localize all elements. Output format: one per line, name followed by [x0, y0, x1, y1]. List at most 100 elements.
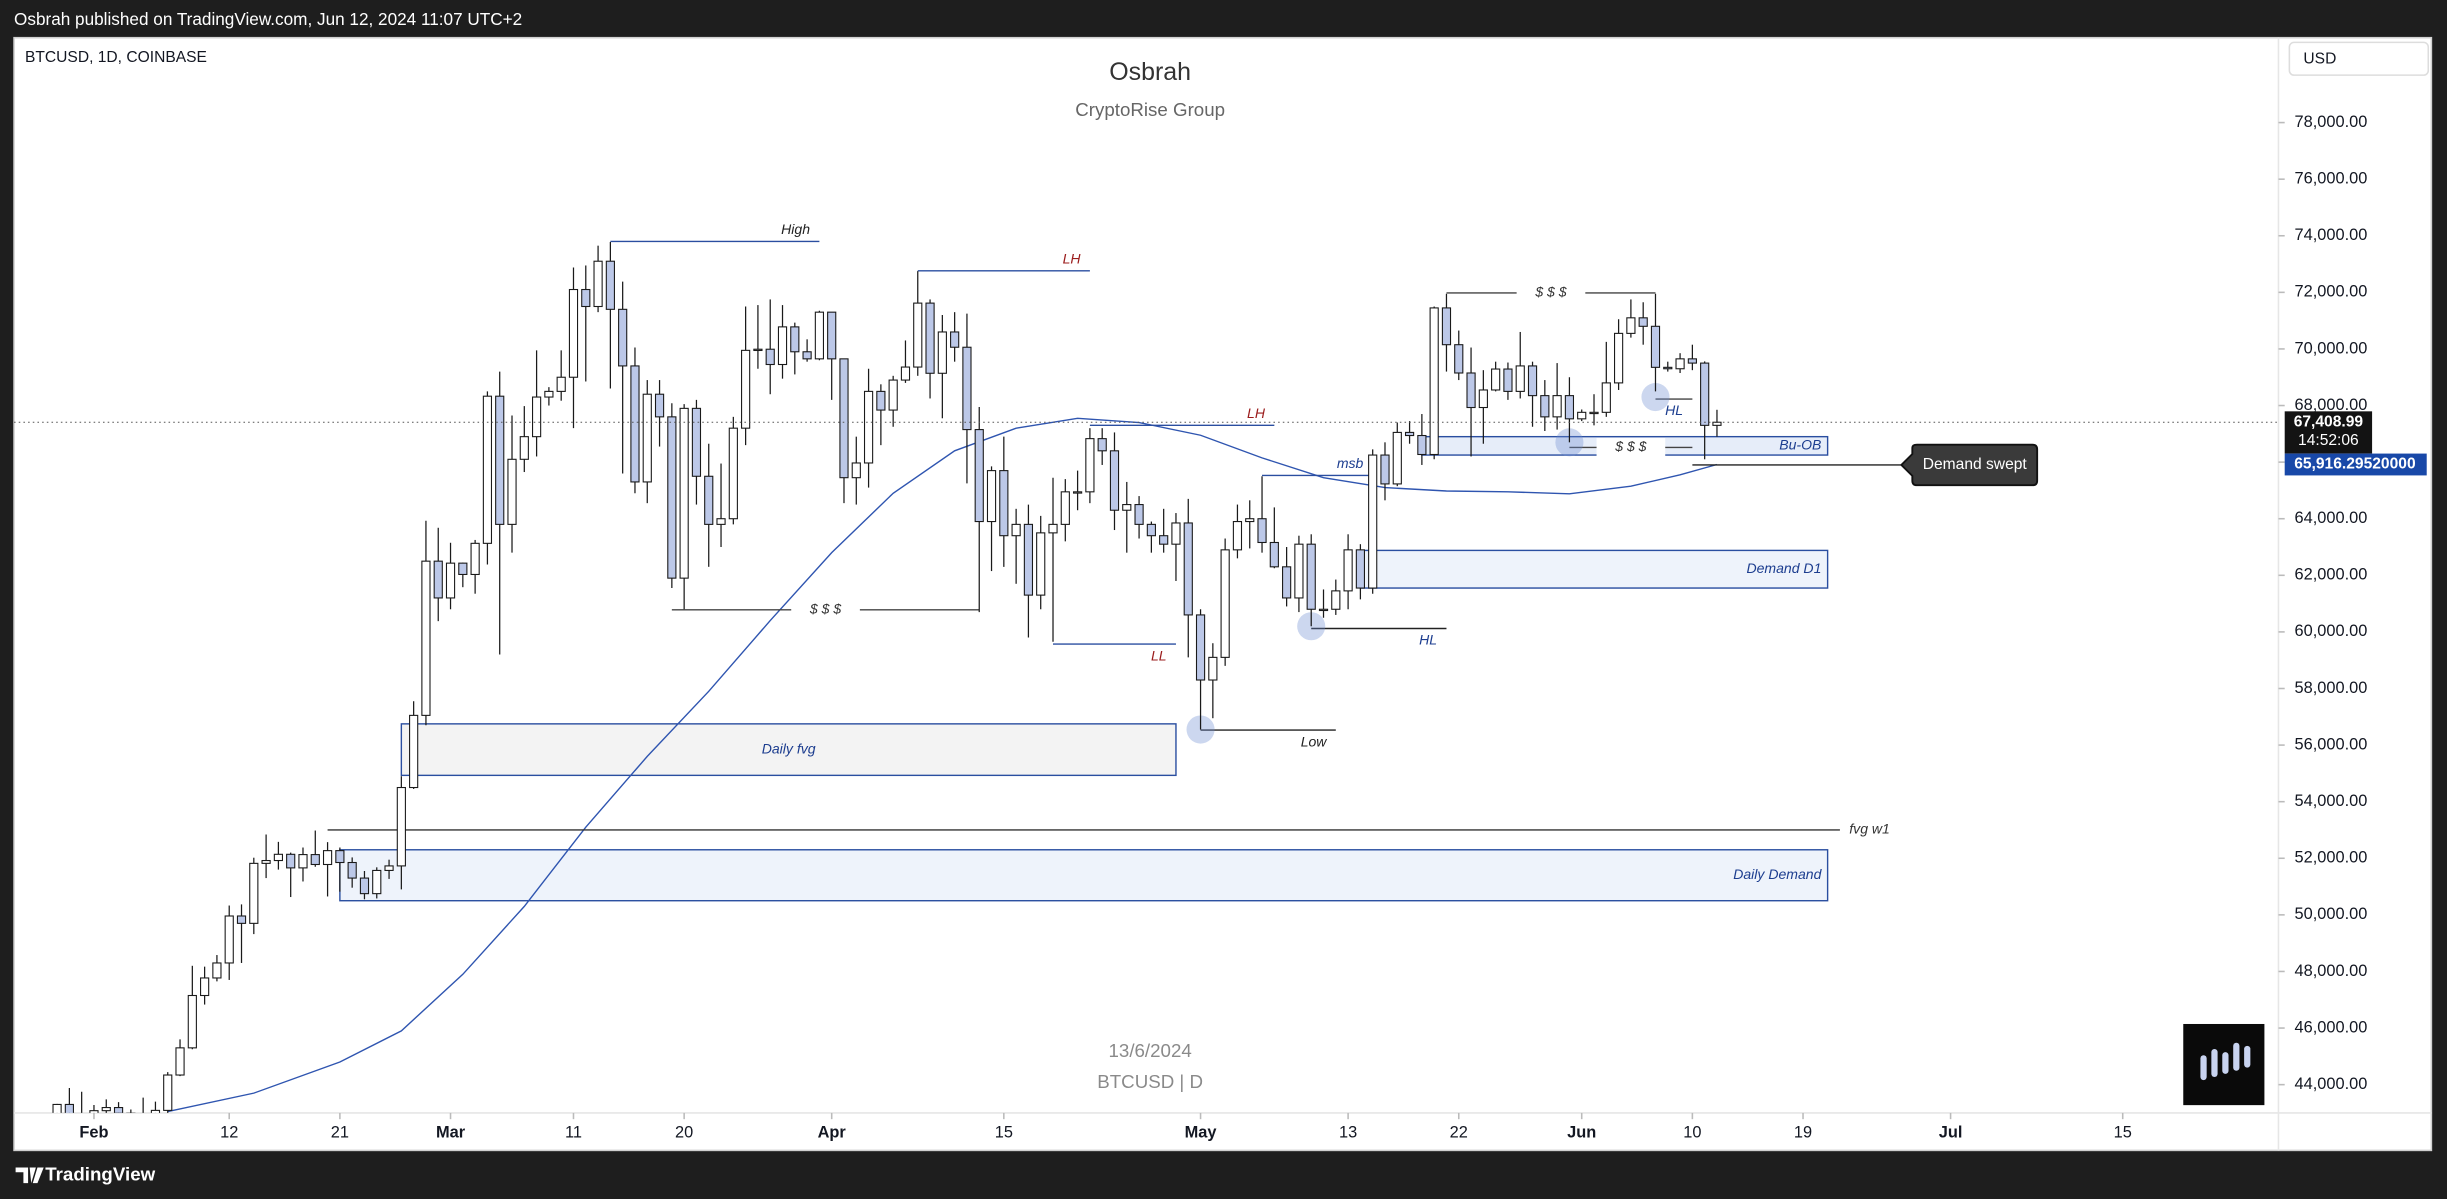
candle-body — [1036, 532, 1046, 596]
logo-bar — [2233, 1042, 2240, 1071]
y-tick-label: 76,000.00 — [2295, 169, 2368, 187]
candle-body — [359, 877, 370, 895]
chart-subtitle: CryptoRise Group — [1075, 99, 1225, 120]
zone — [339, 849, 1829, 902]
watermark-symbol: BTCUSD | D — [1097, 1071, 1203, 1092]
candle-body — [421, 560, 431, 716]
candle-body — [1355, 549, 1366, 589]
candle-body — [396, 786, 406, 867]
candle-body — [642, 393, 652, 483]
x-tick-label: 15 — [995, 1124, 1013, 1142]
zone-label: Bu-OB — [1779, 437, 1821, 453]
candle-body — [1011, 523, 1021, 537]
candle-body — [630, 365, 640, 483]
x-tick-label: May — [1185, 1124, 1218, 1142]
candle-body — [445, 562, 456, 599]
currency-button[interactable] — [2288, 41, 2430, 76]
candle-body — [113, 1107, 124, 1113]
candle-body — [1577, 411, 1587, 420]
candle-body — [433, 560, 443, 599]
level-label: LL — [1151, 647, 1167, 663]
candle-body — [347, 861, 357, 879]
callout-box — [1900, 443, 2039, 487]
level-label: $ $ $ — [1534, 284, 1567, 300]
candle-body — [1195, 614, 1206, 681]
candle-body — [1245, 518, 1255, 523]
candle-body — [1306, 543, 1316, 610]
level-label: LH — [1063, 251, 1082, 267]
candle-body — [286, 853, 296, 869]
candle-body — [1023, 523, 1034, 596]
y-tick-label: 60,000.00 — [2295, 622, 2368, 640]
moving-average — [167, 417, 1718, 1113]
ma-value-label: 65,916.29520000 — [2294, 456, 2416, 473]
candle-body — [1404, 431, 1415, 437]
x-tick-label: Jun — [1567, 1124, 1596, 1142]
candle-body — [839, 358, 849, 479]
candle-body — [974, 429, 984, 523]
y-tick-label: 74,000.00 — [2295, 226, 2368, 244]
candle-body — [827, 311, 837, 360]
zone — [1359, 549, 1829, 589]
watermark-date: 13/6/2024 — [1109, 1040, 1192, 1061]
candle-body — [310, 854, 320, 866]
candle-body — [1503, 368, 1513, 392]
currency[interactable]: USD — [2303, 51, 2336, 68]
candle-body — [1589, 411, 1599, 415]
candle-body — [236, 915, 247, 924]
candle-body — [1700, 362, 1710, 426]
candle-body — [1171, 522, 1181, 545]
candle-body — [1540, 395, 1550, 418]
candle-body — [1417, 434, 1427, 456]
candle-body — [1429, 307, 1439, 456]
candle-body — [1638, 317, 1648, 327]
candle-body — [950, 331, 960, 348]
candle-body — [618, 308, 628, 367]
chart-title: Osbrah — [1109, 58, 1191, 86]
candle-body — [1527, 365, 1538, 397]
candle-body — [384, 865, 394, 871]
y-tick-label: 64,000.00 — [2295, 509, 2368, 527]
countdown: 14:52:06 — [2298, 432, 2359, 449]
logo-bar — [2244, 1045, 2251, 1068]
candle-body — [777, 326, 788, 366]
zone-label: Daily fvg — [762, 740, 816, 756]
zone-label: Daily Demand — [1733, 866, 1822, 882]
x-tick-label: Apr — [818, 1124, 847, 1142]
publish-info: Osbrah published on TradingView.com, Jun… — [14, 9, 522, 29]
x-tick-label: Mar — [436, 1124, 466, 1142]
candle-body — [200, 977, 210, 997]
candle-body — [741, 349, 751, 429]
x-tick-label: 11 — [565, 1124, 582, 1142]
candle-body — [495, 395, 505, 525]
logo-bar — [2222, 1052, 2229, 1074]
brand: TradingView — [45, 1163, 155, 1184]
candle-body — [1109, 450, 1120, 511]
candle-body — [1626, 317, 1636, 334]
candle-body — [716, 518, 726, 525]
candle-body — [802, 351, 812, 360]
y-tick-label: 50,000.00 — [2295, 905, 2368, 923]
candle-body — [1282, 566, 1292, 599]
candle-body — [1269, 541, 1279, 568]
level-label: HL — [1419, 632, 1437, 648]
level-label: HL — [1665, 402, 1683, 418]
candle-body — [458, 562, 468, 576]
candle-body — [876, 390, 886, 411]
candle-body — [1331, 590, 1341, 610]
x-tick-label: 15 — [2114, 1124, 2132, 1142]
candle-body — [999, 470, 1009, 537]
candle-body — [1318, 608, 1329, 612]
candle-body — [261, 859, 271, 864]
candle-body — [1220, 549, 1230, 658]
candle-body — [1085, 438, 1095, 493]
y-tick-label: 78,000.00 — [2295, 113, 2368, 131]
candle-body — [568, 288, 579, 378]
y-tick-label: 46,000.00 — [2295, 1018, 2368, 1036]
candle-body — [1368, 454, 1378, 589]
candle-body — [814, 311, 825, 360]
logo-box — [2183, 1023, 2265, 1106]
candle-body — [1380, 454, 1390, 485]
candle-body — [1454, 344, 1464, 374]
candle-body — [1515, 365, 1525, 392]
